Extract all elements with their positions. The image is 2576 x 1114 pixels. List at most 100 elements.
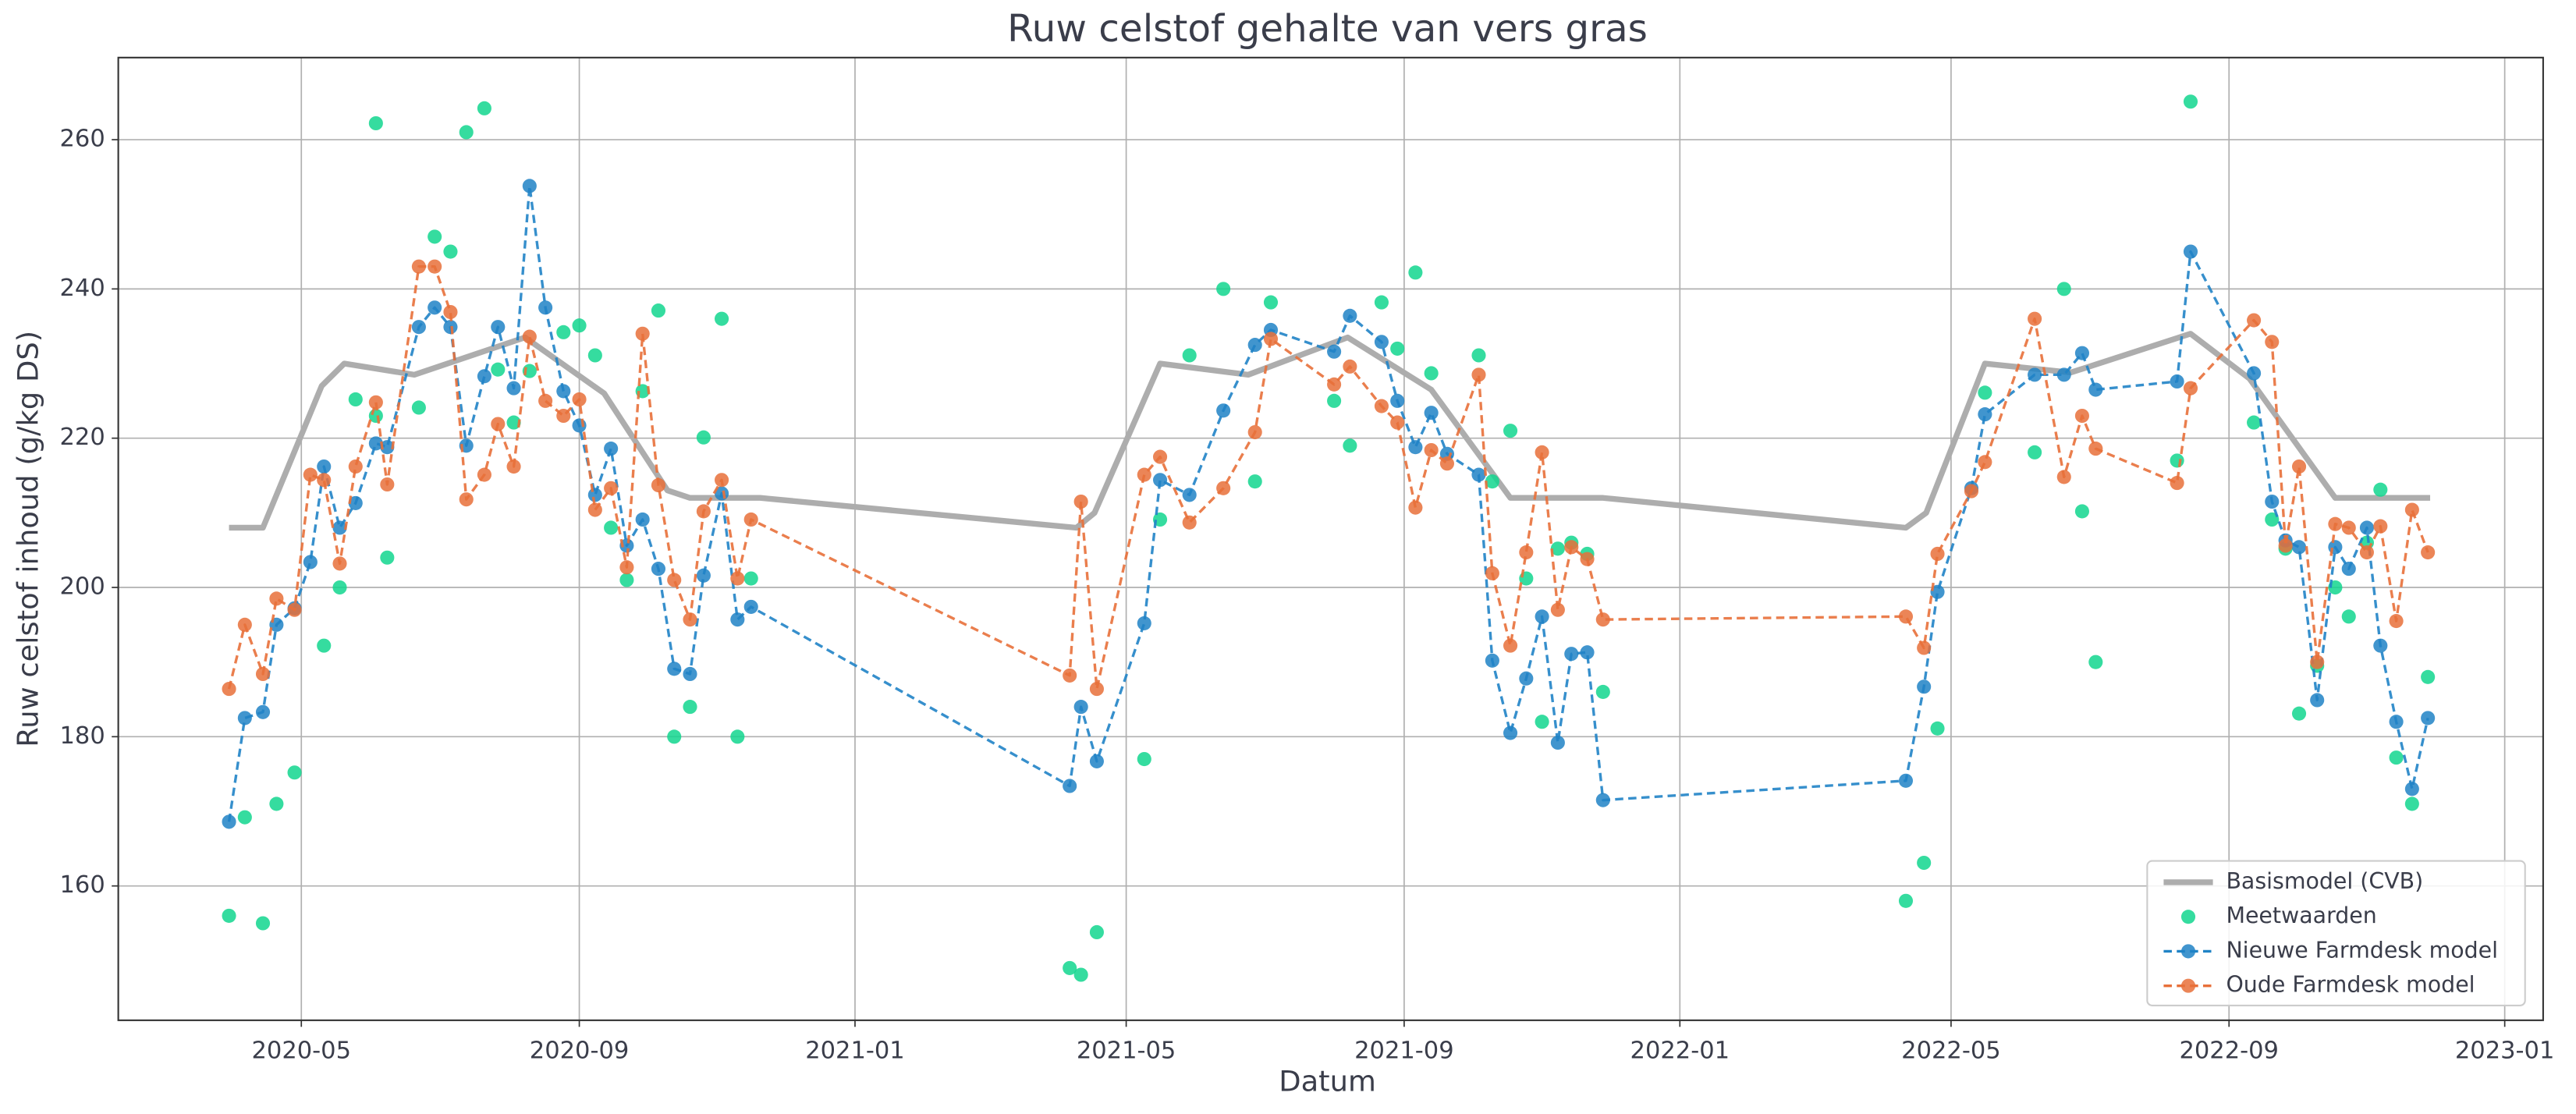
y-axis-label: Ruw celstof inhoud (g/kg DS) [11, 331, 44, 747]
data-point [1408, 440, 1423, 455]
data-point [696, 430, 711, 445]
data-point [696, 568, 711, 583]
data-point [1550, 602, 1565, 617]
data-point [1390, 415, 1405, 430]
data-point [317, 459, 332, 474]
data-point [1390, 393, 1405, 408]
data-point [287, 765, 302, 780]
data-point [696, 504, 711, 519]
data-point [303, 555, 318, 569]
data-point [2170, 374, 2184, 389]
data-point [667, 729, 682, 744]
data-point [1503, 424, 1518, 438]
data-point [572, 392, 587, 407]
data-point [556, 384, 571, 399]
data-point [1978, 407, 1992, 422]
data-point [538, 393, 553, 408]
data-point [1327, 393, 1342, 408]
data-point [556, 408, 571, 424]
legend-marker [2180, 910, 2196, 924]
data-point [348, 392, 363, 407]
data-point [1503, 726, 1518, 740]
data-point [348, 495, 363, 510]
legend-marker [2180, 944, 2196, 959]
data-point [667, 662, 682, 676]
data-point [1089, 682, 1104, 697]
data-point [317, 638, 332, 653]
x-axis-label: Datum [1279, 1064, 1376, 1098]
legend-marker [2180, 978, 2196, 993]
data-point [1424, 406, 1439, 420]
data-point [1964, 484, 1979, 498]
y-tick-label: 220 [60, 424, 105, 451]
data-point [1930, 546, 1945, 562]
data-point [2183, 244, 2198, 259]
data-point [2265, 494, 2280, 509]
x-tick-label: 2022-01 [1630, 1037, 1730, 1064]
data-point [1485, 474, 1499, 489]
data-point [1917, 640, 1932, 655]
data-point [237, 617, 252, 632]
data-point [222, 682, 236, 697]
data-point [491, 362, 506, 377]
data-point [2359, 545, 2374, 560]
legend-label: Nieuwe Farmdesk model [2226, 937, 2498, 963]
data-point [2291, 540, 2307, 555]
data-point [411, 400, 426, 415]
data-point [1073, 967, 1088, 982]
data-point [1343, 308, 1357, 323]
data-point [2183, 94, 2198, 109]
data-point [222, 814, 236, 829]
data-point [1580, 552, 1595, 566]
y-tick-label: 240 [60, 275, 105, 302]
data-point [332, 580, 347, 595]
data-point [2373, 519, 2388, 534]
data-point [1182, 348, 1197, 363]
data-point [587, 502, 602, 517]
data-point [491, 417, 506, 431]
data-point [1898, 773, 1914, 788]
data-point [428, 300, 442, 315]
data-point [743, 571, 758, 586]
data-point [1978, 385, 1992, 400]
data-point [380, 550, 395, 565]
data-point [2389, 750, 2404, 765]
data-point [2310, 655, 2325, 669]
x-tick-label: 2022-09 [2179, 1037, 2279, 1064]
data-point [730, 729, 745, 744]
data-point [1408, 500, 1423, 515]
data-point [1247, 424, 1262, 440]
x-tick-label: 2021-09 [1354, 1037, 1454, 1064]
data-point [587, 488, 602, 502]
data-point [2389, 715, 2404, 729]
data-point [2389, 614, 2404, 629]
data-point [651, 303, 666, 318]
data-point [743, 512, 758, 527]
data-point [538, 300, 553, 315]
data-point [2328, 516, 2343, 531]
data-point [2170, 453, 2184, 468]
data-point [1327, 377, 1342, 392]
data-point [1485, 566, 1499, 580]
data-point [1137, 616, 1151, 630]
data-point [255, 666, 271, 682]
data-point [368, 436, 383, 451]
data-point [477, 467, 491, 482]
data-point [1216, 282, 1231, 296]
data-point [1424, 442, 1439, 458]
data-point [1089, 924, 1104, 940]
data-point [1595, 612, 1610, 627]
data-point [1550, 541, 1565, 556]
data-point [2278, 538, 2293, 553]
data-point [1247, 474, 1262, 489]
data-point [1978, 455, 1992, 470]
x-tick-label: 2020-09 [530, 1037, 630, 1064]
data-point [1327, 344, 1342, 359]
data-point [428, 259, 442, 274]
data-point [1503, 638, 1518, 653]
data-point [2028, 311, 2042, 326]
data-point [1485, 653, 1499, 668]
data-point [2341, 520, 2356, 535]
data-point [368, 115, 383, 131]
